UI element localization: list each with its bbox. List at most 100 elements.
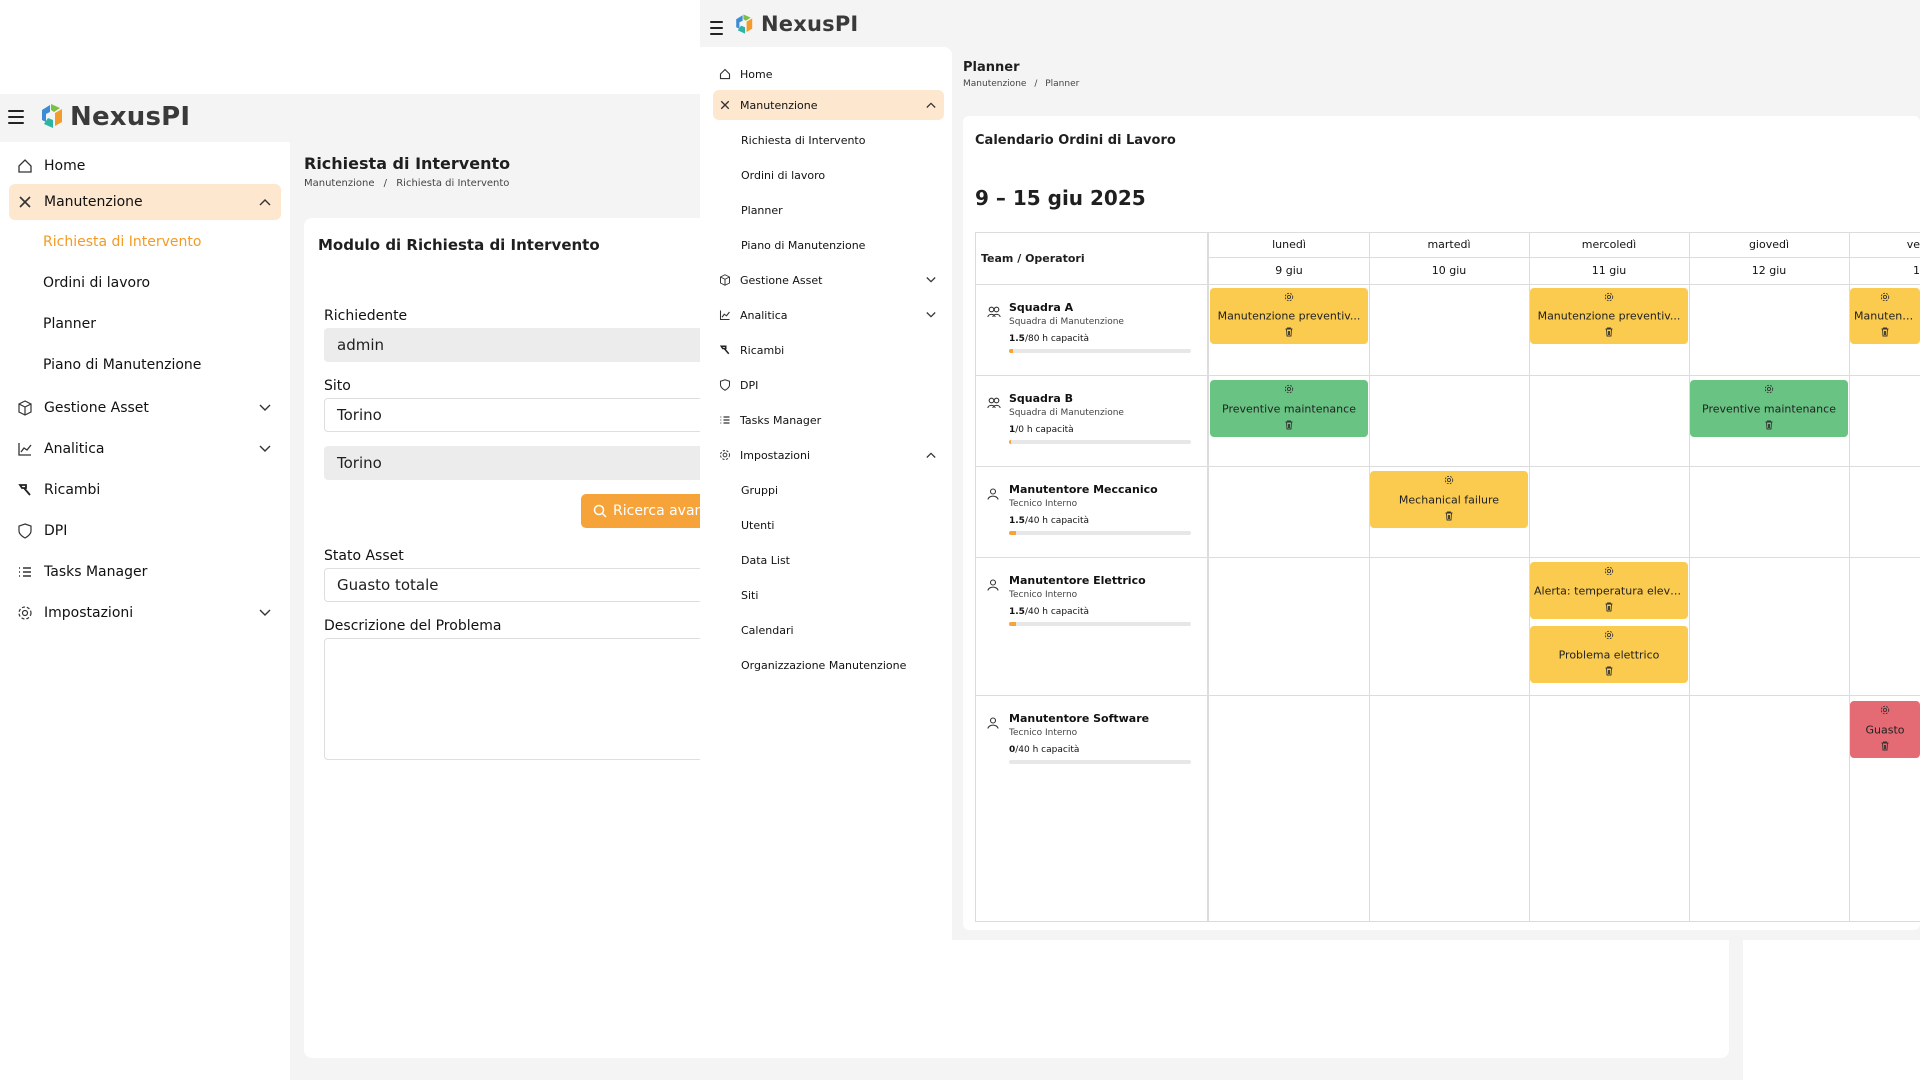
calendar-grid: Team / Operatori lunedì 9 giu martedì 10… (975, 232, 1920, 922)
breadcrumb-current: Planner (1045, 79, 1080, 89)
day-header-date: 12 giu (1751, 264, 1787, 277)
group-icon (987, 394, 1001, 413)
sidebar-subitem-planner[interactable]: Planner (741, 204, 783, 217)
sidebar-item-dpi[interactable]: DPI (718, 375, 758, 395)
work-order-event[interactable]: Mechanical failure (1370, 471, 1528, 528)
calendar-date-range: 9 – 15 giu 2025 (975, 186, 1146, 210)
sidebar-item-label: Home (44, 158, 86, 174)
sidebar-item-label: Impostazioni (44, 605, 134, 621)
sidebar-item-ricambi[interactable]: Ricambi (16, 478, 100, 502)
sidebar-subitem-utenti[interactable]: Utenti (741, 519, 775, 532)
sidebar-item-manutenzione[interactable]: Manutenzione (713, 90, 944, 120)
descrizione-label: Descrizione del Problema (324, 618, 502, 634)
sidebar-subitem-gruppi[interactable]: Gruppi (741, 484, 779, 497)
chevron-down-icon (259, 400, 271, 416)
gear-icon[interactable] (1880, 292, 1890, 305)
sito-label: Sito (324, 378, 351, 394)
team-name: Squadra B (1009, 392, 1073, 405)
sidebar-item-label: Analitica (44, 441, 105, 457)
sidebar-subitem-piano[interactable]: Piano di Manutenzione (741, 239, 866, 252)
sidebar-item-gestione-asset[interactable]: Gestione Asset (718, 270, 944, 290)
capacity-used: 1.5 (1009, 607, 1025, 617)
team-name: Manutentore Elettrico (1009, 574, 1146, 587)
trash-icon[interactable] (1605, 602, 1614, 615)
gear-icon[interactable] (1604, 292, 1614, 305)
breadcrumb: Manutenzione / Planner (963, 79, 1079, 89)
trash-icon[interactable] (1605, 666, 1614, 679)
gear-icon[interactable] (1284, 292, 1294, 305)
richiedente-label: Richiedente (324, 308, 408, 324)
day-header-date: 11 giu (1591, 264, 1627, 277)
tools-icon (16, 193, 34, 211)
sidebar-item-tasks[interactable]: Tasks Manager (718, 410, 821, 430)
sidebar-item-analitica[interactable]: Analitica (718, 305, 944, 325)
sidebar-subitem-ordini[interactable]: Ordini di lavoro (43, 275, 151, 291)
breadcrumb-parent[interactable]: Manutenzione (304, 178, 375, 189)
menu-icon[interactable] (710, 21, 723, 35)
work-order-event[interactable]: Problema elettrico (1530, 626, 1688, 683)
brand-name: NexusPI (761, 12, 859, 36)
sidebar-subitem-richiesta[interactable]: Richiesta di Intervento (741, 134, 866, 147)
page-title: Planner (963, 60, 1020, 75)
gear-icon[interactable] (1880, 705, 1890, 718)
shield-icon (718, 378, 732, 392)
sidebar-subitem-richiesta[interactable]: Richiesta di Intervento (43, 234, 202, 250)
gear-icon[interactable] (1764, 384, 1774, 397)
sidebar-item-home[interactable]: Home (718, 64, 772, 84)
sidebar-item-impostazioni[interactable]: Impostazioni (16, 601, 281, 625)
box-icon (16, 399, 34, 417)
group-icon (987, 303, 1001, 322)
sidebar-subitem-calendari[interactable]: Calendari (741, 624, 794, 637)
gear-icon[interactable] (1604, 566, 1614, 579)
work-order-event[interactable]: Guasto (1850, 701, 1920, 758)
sidebar-subitem-siti[interactable]: Siti (741, 589, 759, 602)
work-order-event[interactable]: Alerta: temperatura eleva... (1530, 562, 1688, 619)
sidebar-item-manutenzione[interactable]: Manutenzione (9, 184, 281, 220)
advanced-search-button[interactable]: Ricerca avanz (581, 494, 721, 528)
work-order-event[interactable]: Preventive maintenance (1210, 380, 1368, 437)
team-name: Manutentore Software (1009, 712, 1150, 725)
event-label: Manutenzio (1854, 309, 1916, 323)
trash-icon[interactable] (1445, 511, 1454, 524)
sidebar-item-label: Gestione Asset (44, 400, 149, 416)
search-icon (593, 504, 607, 518)
sidebar-item-gestione-asset[interactable]: Gestione Asset (16, 396, 281, 420)
sidebar-item-tasks[interactable]: Tasks Manager (16, 560, 147, 584)
work-order-event[interactable]: Manutenzione preventiv... (1210, 288, 1368, 344)
front-sidebar: Home Manutenzione Richiesta di Intervent… (700, 47, 952, 940)
capacity-used: 1 (1009, 425, 1016, 435)
trash-icon[interactable] (1881, 741, 1890, 754)
team-role: Tecnico Interno (1009, 590, 1078, 600)
trash-icon[interactable] (1765, 420, 1774, 433)
sidebar-item-home[interactable]: Home (16, 154, 85, 178)
trash-icon[interactable] (1605, 327, 1614, 340)
work-order-event[interactable]: Preventive maintenance (1690, 380, 1848, 437)
trash-icon[interactable] (1285, 420, 1294, 433)
capacity-used: 1.5 (1009, 516, 1025, 526)
sidebar-subitem-piano[interactable]: Piano di Manutenzione (43, 357, 202, 373)
breadcrumb-parent[interactable]: Manutenzione (963, 79, 1027, 89)
chart-icon (16, 440, 34, 458)
menu-icon[interactable] (8, 110, 24, 124)
work-order-event[interactable]: Manutenzione preventiv... (1530, 288, 1688, 344)
trash-icon[interactable] (1881, 327, 1890, 340)
front-window: NexusPI Home Manutenzione Richiesta di I… (700, 0, 1920, 940)
gear-icon[interactable] (1444, 475, 1454, 488)
sidebar-subitem-data-list[interactable]: Data List (741, 554, 790, 567)
team-capacity: 0/40 h capacità (1009, 745, 1079, 755)
trash-icon[interactable] (1285, 327, 1294, 340)
sidebar-subitem-ordini[interactable]: Ordini di lavoro (741, 169, 826, 182)
team-name: Squadra A (1009, 301, 1074, 314)
chevron-up-icon (926, 99, 936, 112)
event-label: Manutenzione preventiv... (1537, 309, 1681, 323)
sidebar-item-dpi[interactable]: DPI (16, 519, 67, 543)
gear-icon[interactable] (1604, 630, 1614, 643)
sidebar-item-analitica[interactable]: Analitica (16, 437, 281, 461)
sidebar-subitem-organizzazione[interactable]: Organizzazione Manutenzione (741, 659, 907, 672)
sidebar-item-ricambi[interactable]: Ricambi (718, 340, 784, 360)
gear-icon[interactable] (1284, 384, 1294, 397)
person-icon (987, 714, 999, 733)
work-order-event[interactable]: Manutenzio (1850, 288, 1920, 344)
sidebar-subitem-planner[interactable]: Planner (43, 316, 97, 332)
sidebar-item-impostazioni[interactable]: Impostazioni (718, 445, 944, 465)
